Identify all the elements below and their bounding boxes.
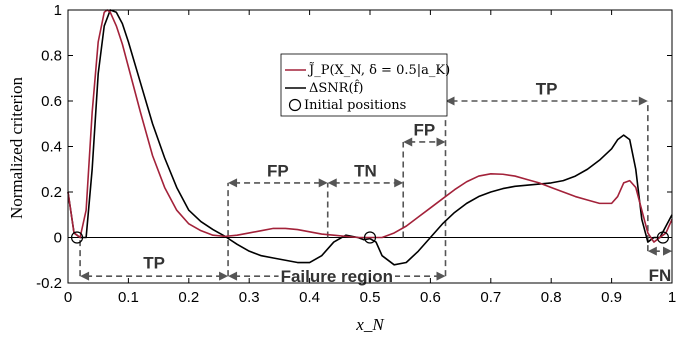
region-arrowhead-right (436, 137, 446, 147)
region-label: TP (536, 79, 558, 98)
region-arrowhead-right (638, 96, 648, 106)
region-arrowhead-left (403, 137, 413, 147)
region-arrowhead-right (318, 178, 328, 188)
x-tick-label: 0.9 (601, 289, 622, 306)
x-tick-label: 0.1 (118, 289, 139, 306)
region-arrowhead-left (80, 271, 90, 281)
region-annotations: TP Failure region FP TN FP TP FN (79, 79, 672, 287)
region-label: FP (413, 120, 435, 139)
region-arrowhead-left (228, 271, 238, 281)
initial-position-marker (363, 231, 377, 244)
region-arrowhead-right (663, 246, 672, 256)
y-tick-label: 0.2 (41, 184, 62, 201)
x-tick-label: 0.3 (239, 289, 260, 306)
region-arrowhead-right (394, 178, 404, 188)
y-tick-label: 0.6 (41, 93, 62, 110)
y-tick-label: 0.8 (41, 48, 62, 65)
region-label-background (278, 267, 395, 287)
y-tick-label: 0 (54, 230, 62, 247)
x-tick-label: 0.5 (360, 289, 381, 306)
region-arrowhead-left (647, 246, 657, 256)
region-label: TN (354, 161, 377, 180)
legend-label-jp: J̃_P(X_N, δ = 0.5|a_K) (307, 62, 450, 78)
region-label: TP (143, 254, 165, 273)
x-tick-label: 0.6 (420, 289, 441, 306)
plot-background (68, 10, 672, 283)
region-arrowhead-left (228, 178, 238, 188)
region-label: Failure region (281, 267, 393, 286)
legend-label-dsnr: ΔSNR(f̂) (309, 79, 363, 96)
legend-box (280, 53, 448, 117)
y-tick-label: 0.4 (41, 139, 62, 156)
y-tick-label: -0.2 (36, 275, 62, 292)
legend-marker-initial (288, 98, 302, 112)
region-arrowhead-right (436, 271, 446, 281)
plot-area (68, 10, 672, 283)
region-label: FN (649, 266, 672, 285)
axes: 0 0.1 0.2 0.3 0.4 0.5 0.6 0.7 0.8 0.9 1-0.200.20.4… (36, 2, 676, 306)
x-tick-label: 0.7 (480, 289, 501, 306)
legend-label-initial: Initial positions (304, 98, 406, 113)
legend: J̃_P(X_N, δ = 0.5|a_K) ΔSNR(f̂) Initial … (280, 53, 450, 117)
y-tick-label: 1 (54, 2, 62, 19)
x-tick-label: 0.8 (541, 289, 562, 306)
x-tick-label: 0.2 (178, 289, 199, 306)
region-arrowhead-right (219, 271, 229, 281)
x-axis-label: x_N (355, 315, 385, 334)
x-tick-label: 0 (64, 289, 72, 306)
series-line-dsnr (67, 9, 673, 266)
x-tick-label: 0.4 (299, 289, 320, 306)
region-label: FP (267, 161, 289, 180)
region-arrowhead-left (327, 178, 337, 188)
y-axis-label: Normalized criterion (7, 76, 26, 219)
region-arrowhead-left (445, 96, 455, 106)
x-tick-label: 1 (668, 289, 676, 306)
